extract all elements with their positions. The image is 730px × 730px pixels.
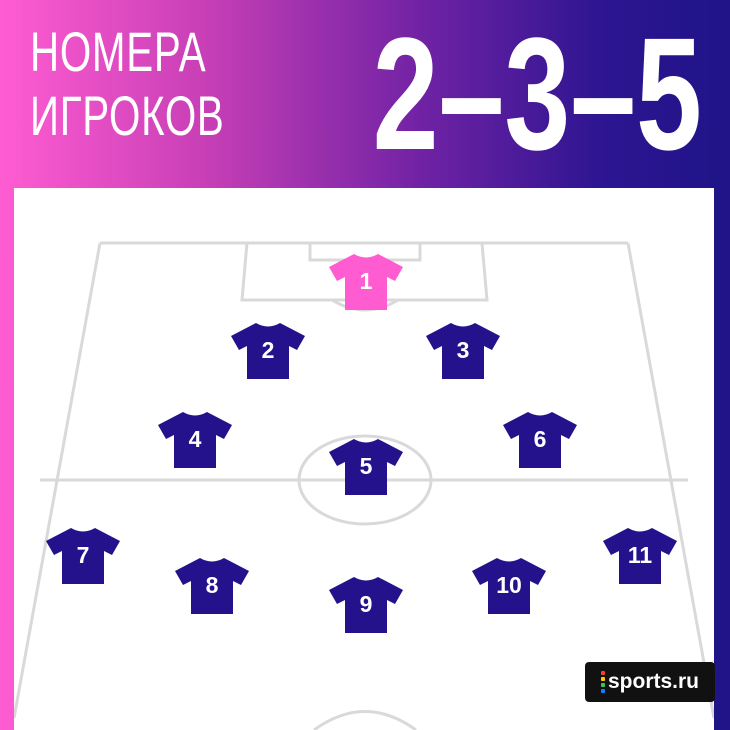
shirt-icon [175, 558, 249, 614]
player-shirt: 3 [424, 321, 502, 381]
player-shirt: 7 [44, 526, 122, 586]
player-number: 9 [359, 591, 373, 617]
player-number: 10 [496, 572, 522, 598]
player-shirt: 9 [327, 575, 405, 635]
player-shirt: 1 [327, 252, 405, 312]
player-shirt: 11 [601, 526, 679, 586]
title-line-1: НОМЕРА [30, 20, 207, 83]
shirt-icon [329, 577, 403, 633]
shirt-icon [329, 439, 403, 495]
player-number: 6 [533, 426, 547, 452]
player-number: 8 [205, 572, 219, 598]
player-shirt: 10 [470, 556, 548, 616]
title: НОМЕРА ИГРОКОВ [30, 20, 225, 148]
shirt-icon [603, 528, 677, 584]
pitch-markings [14, 241, 714, 730]
shirt-icon [503, 412, 577, 468]
player-number: 7 [76, 542, 90, 568]
title-line-2: ИГРОКОВ [30, 84, 225, 147]
shirt-icon [46, 528, 120, 584]
player-shirt: 6 [501, 410, 579, 470]
bottom-arc [313, 710, 417, 730]
shirt-icon [158, 412, 232, 468]
player-shirt: 5 [327, 437, 405, 497]
player-number: 3 [456, 337, 470, 363]
sports-ru-logo: sports.ru [585, 662, 715, 702]
player-shirt: 4 [156, 410, 234, 470]
shirt-icon [329, 254, 403, 310]
shirt-icon [472, 558, 546, 614]
player-shirt: 2 [229, 321, 307, 381]
shirt-icon [231, 323, 305, 379]
player-shirt: 8 [173, 556, 251, 616]
logo-text: sports.ru [607, 670, 699, 693]
formation-label: 2–3–5 [372, 4, 702, 183]
player-number: 1 [359, 268, 373, 294]
player-number: 5 [359, 453, 373, 479]
center-circle [297, 434, 433, 526]
shirt-icon [426, 323, 500, 379]
player-number: 11 [627, 542, 653, 568]
player-number: 4 [188, 426, 202, 452]
sports-ru-logo-icon [600, 670, 605, 694]
player-number: 2 [261, 337, 275, 363]
